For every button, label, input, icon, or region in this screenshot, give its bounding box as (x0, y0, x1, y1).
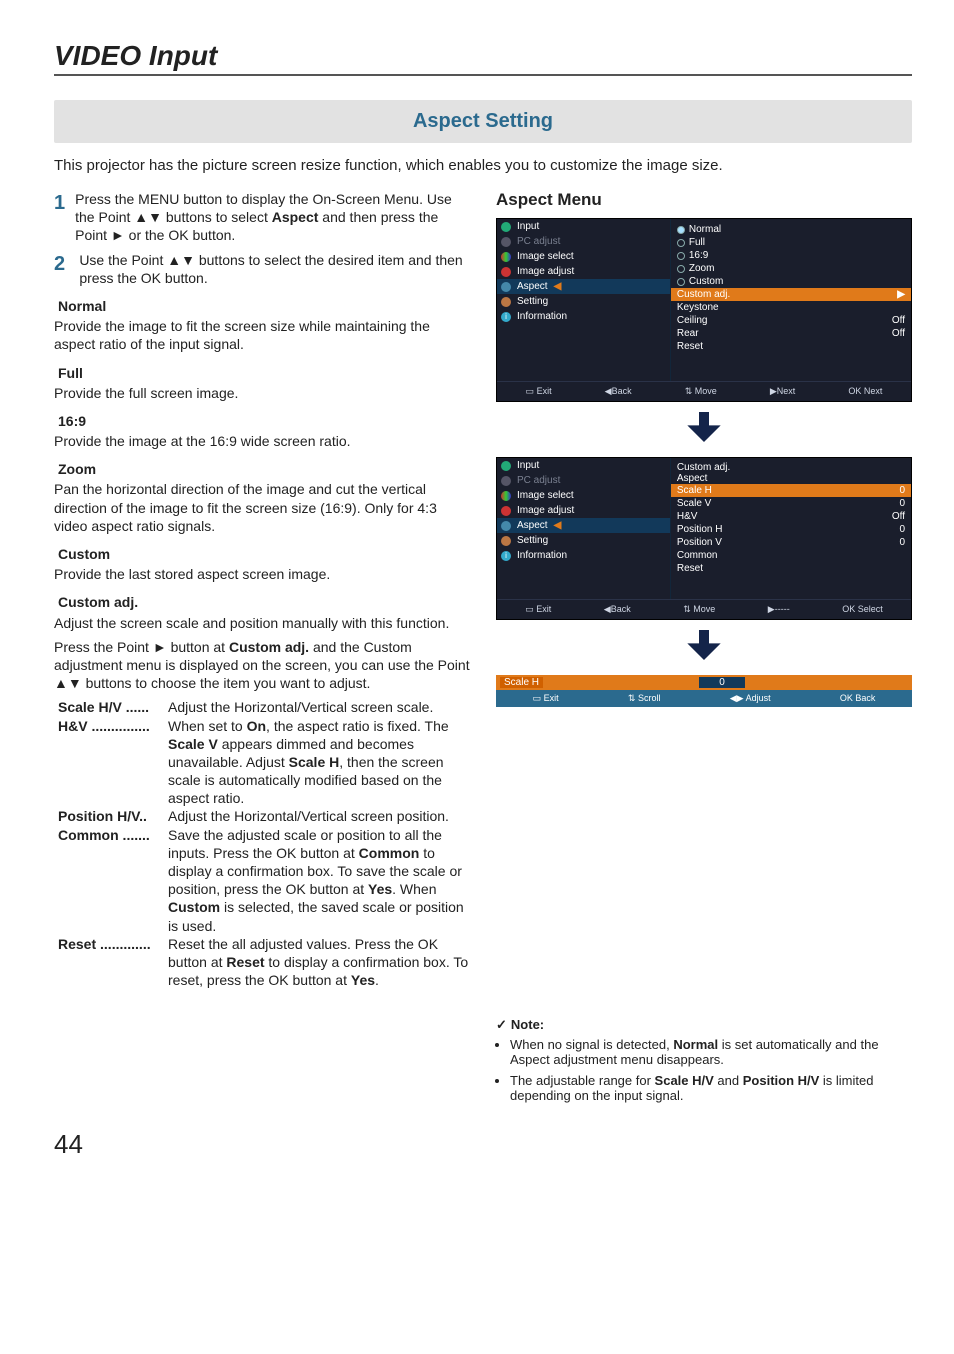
chapter-title: VIDEO Input (54, 40, 912, 72)
osd-nav-imageselect: Image select (497, 249, 670, 264)
osd-opt-customadj: Custom adj.▶ (671, 288, 911, 301)
intro-text: This projector has the picture screen re… (54, 157, 912, 174)
mode-desc: Provide the image at the 16:9 wide scree… (54, 432, 474, 450)
osd-opt-full: Full (677, 236, 905, 249)
def-hv: H&V ............... When set to On, the … (58, 717, 474, 808)
chevron-left-icon: ◀ (554, 520, 562, 531)
osd-nav-imageadjust: Image adjust (497, 264, 670, 279)
osd-nav-information: iInformation (497, 548, 670, 563)
section-title: Aspect Setting (54, 100, 912, 143)
osd-opt-rear: RearOff (677, 327, 905, 340)
osd-nav-pcadjust: PC adjust (497, 473, 670, 488)
mode-desc: Press the Point ► button at Custom adj. … (54, 638, 474, 693)
step-2: 2 Use the Point ▲▼ buttons to select the… (54, 251, 474, 287)
osd-hint-bar: ▭ Exit ⇅ Scroll ◀▶ Adjust OK Back (496, 690, 912, 707)
mode-desc: Adjust the screen scale and position man… (54, 614, 474, 632)
osd-hint-bar: ▭ Exit ◀Back ⇅ Move ▶Next OK Next (497, 381, 911, 401)
osd-nav-information: iInformation (497, 309, 670, 324)
mode-heading-169: 16:9 (54, 412, 474, 430)
osd-nav-input: Input (497, 219, 670, 234)
osd-screenshot-2: Input PC adjust Image select Image adjus… (496, 457, 912, 620)
mode-heading-full: Full (54, 364, 474, 382)
note-item: The adjustable range for Scale H/V and P… (510, 1073, 912, 1103)
osd-opt-reset: Reset (677, 340, 905, 353)
osd-nav-setting: Setting (497, 533, 670, 548)
step-body: Use the Point ▲▼ buttons to select the d… (79, 251, 474, 287)
osd-opt-posh: Position H0 (677, 523, 905, 536)
step-number: 1 (54, 190, 65, 245)
def-scale: Scale H/V ...... Adjust the Horizontal/V… (58, 698, 474, 716)
step-body: Press the MENU button to display the On-… (75, 190, 474, 245)
osd-opt-hv: H&VOff (677, 510, 905, 523)
definition-list: Scale H/V ...... Adjust the Horizontal/V… (54, 698, 474, 989)
osd-opt-keystone: Keystone (677, 301, 905, 314)
arrow-down-icon (496, 412, 912, 447)
def-position: Position H/V.. Adjust the Horizontal/Ver… (58, 807, 474, 825)
osd-nav-imageadjust: Image adjust (497, 503, 670, 518)
mode-heading-custom: Custom (54, 545, 474, 563)
osd-nav-aspect: Aspect◀ (497, 518, 670, 533)
note-title: Note: (496, 1017, 544, 1032)
osd-opt-ceiling: CeilingOff (677, 314, 905, 327)
mode-heading-zoom: Zoom (54, 460, 474, 478)
slider-value: 0 (699, 677, 745, 688)
chevron-left-icon: ◀ (554, 281, 562, 292)
osd-opt-scaleh: Scale H0 (671, 484, 911, 497)
osd-nav-imageselect: Image select (497, 488, 670, 503)
page-number: 44 (54, 1129, 912, 1160)
osd-opt-169: 16:9 (677, 249, 905, 262)
mode-desc: Pan the horizontal direction of the imag… (54, 480, 474, 535)
left-column: 1 Press the MENU button to display the O… (54, 190, 474, 1109)
step-1: 1 Press the MENU button to display the O… (54, 190, 474, 245)
note-item: When no signal is detected, Normal is se… (510, 1037, 912, 1067)
note-box: Note: When no signal is detected, Normal… (496, 1017, 912, 1103)
osd-opt-common: Common (677, 549, 905, 562)
osd-opt-scalev: Scale V0 (677, 497, 905, 510)
right-column: Aspect Menu Input PC adjust Image select… (496, 190, 912, 1109)
osd-opt-posv: Position V0 (677, 536, 905, 549)
mode-heading-normal: Normal (54, 297, 474, 315)
osd-submenu-aspect: Aspect (677, 473, 905, 484)
osd-opt-custom: Custom (677, 275, 905, 288)
chapter-header: VIDEO Input (54, 40, 912, 76)
mode-desc: Provide the last stored aspect screen im… (54, 565, 474, 583)
osd-nav-input: Input (497, 458, 670, 473)
arrow-down-icon (496, 630, 912, 665)
osd-hint-bar: ▭ Exit ◀Back ⇅ Move ▶----- OK Select (497, 599, 911, 619)
aspect-menu-title: Aspect Menu (496, 190, 912, 210)
osd-slider: Scale H 0 ▭ Exit ⇅ Scroll ◀▶ Adjust OK B… (496, 675, 912, 707)
def-common: Common ....... Save the adjusted scale o… (58, 826, 474, 935)
osd-opt-reset: Reset (677, 562, 905, 575)
osd-nav-setting: Setting (497, 294, 670, 309)
mode-heading-customadj: Custom adj. (54, 593, 474, 611)
osd-submenu-title: Custom adj. (677, 462, 905, 473)
slider-label: Scale H (500, 677, 543, 688)
chevron-right-icon: ▶ (897, 289, 905, 300)
osd-opt-normal: Normal (677, 223, 905, 236)
osd-nav-pcadjust: PC adjust (497, 234, 670, 249)
mode-desc: Provide the full screen image. (54, 384, 474, 402)
def-reset: Reset ............. Reset the all adjust… (58, 935, 474, 990)
osd-screenshot-1: Input PC adjust Image select Image adjus… (496, 218, 912, 402)
osd-opt-zoom: Zoom (677, 262, 905, 275)
osd-nav-aspect: Aspect◀ (497, 279, 670, 294)
step-number: 2 (54, 251, 69, 287)
mode-desc: Provide the image to fit the screen size… (54, 317, 474, 353)
